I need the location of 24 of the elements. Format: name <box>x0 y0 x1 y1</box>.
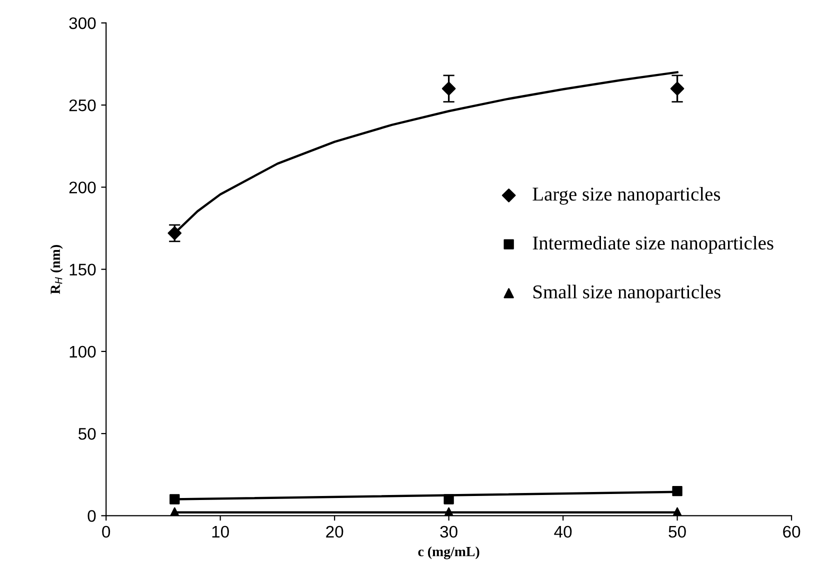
legend-label: Large size nanoparticles <box>532 187 720 205</box>
point <box>170 494 180 504</box>
legend-label: Intermediate size nanoparticles <box>532 236 774 254</box>
x-tick-label: 10 <box>212 526 229 538</box>
x-axis-title: c (mg/mL) <box>418 546 480 560</box>
point <box>444 494 454 504</box>
y-tick-label: 100 <box>70 346 96 358</box>
x-tick-label: 20 <box>326 526 344 538</box>
y-tick-label: 150 <box>70 264 96 276</box>
x-tick-label: 30 <box>440 526 458 538</box>
y-tick-label: 250 <box>69 99 96 112</box>
y-tick-label: 300 <box>69 17 96 30</box>
y-tick-label: 50 <box>78 428 96 440</box>
point <box>442 82 456 96</box>
y-tick-label: 200 <box>69 182 96 194</box>
legend-label: Small size nanoparticles <box>533 284 720 302</box>
y-axis-title: R$_{H}$ (nm) <box>50 245 63 294</box>
x-tick-label: 0 <box>102 526 110 538</box>
point <box>670 82 684 96</box>
x-tick-label: 40 <box>554 526 572 538</box>
x-tick-label: 50 <box>668 526 686 538</box>
y-tick-label: 0 <box>88 510 96 522</box>
point <box>672 486 682 496</box>
x-tick-label: 60 <box>783 526 800 538</box>
